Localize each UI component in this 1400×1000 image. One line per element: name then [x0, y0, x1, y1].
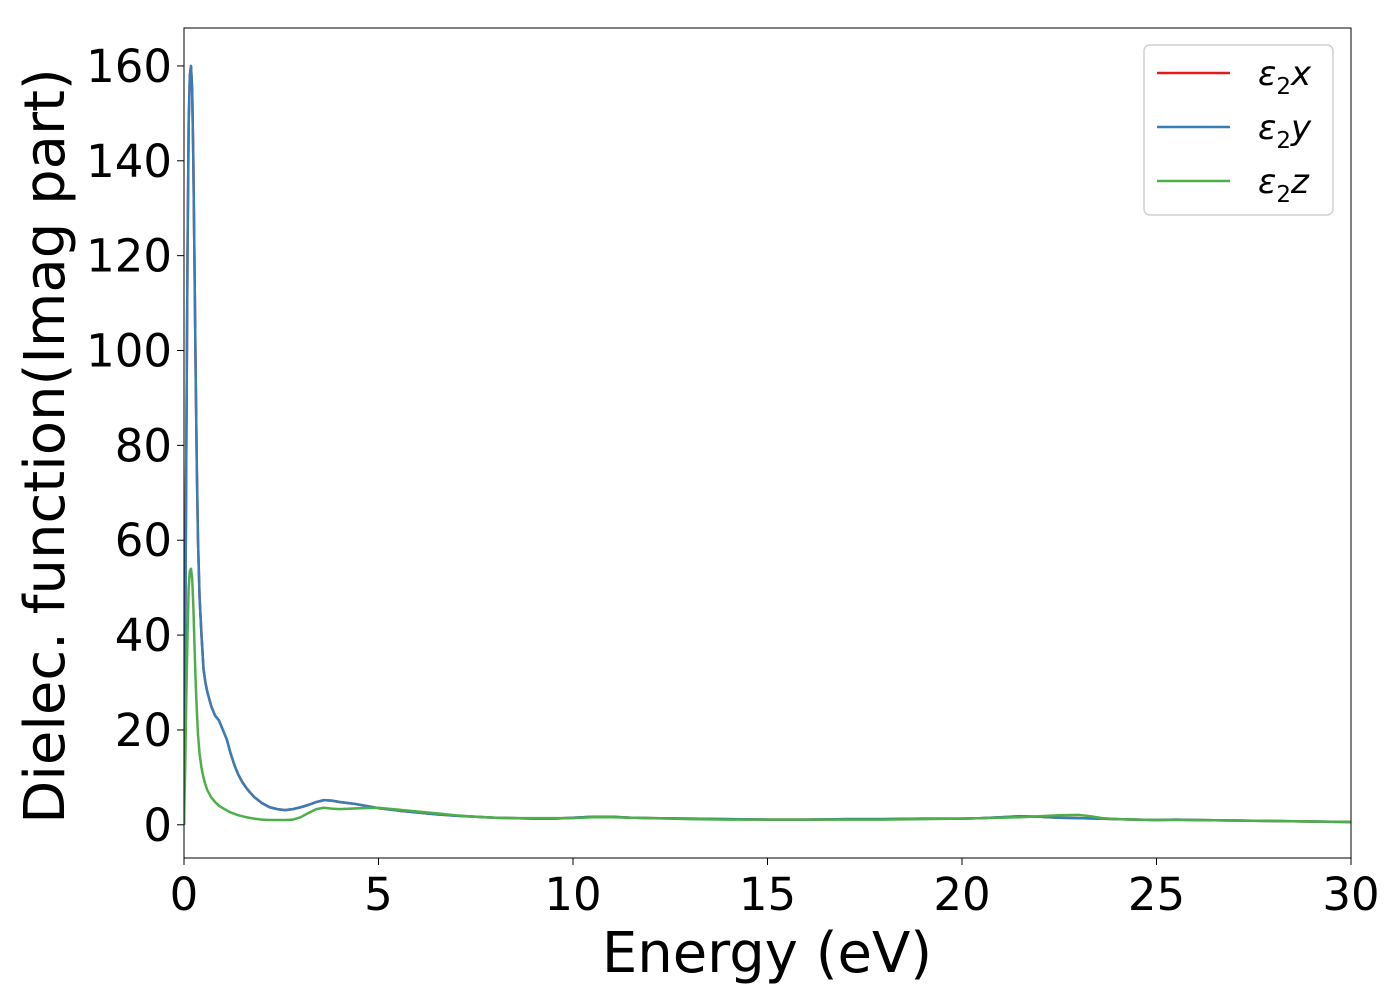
x-tick-label: 5	[364, 868, 393, 921]
series-line-z	[184, 567, 1351, 825]
x-tick-label: 25	[1128, 868, 1185, 921]
y-tick-label: 20	[115, 704, 172, 757]
x-tick-label: 30	[1322, 868, 1379, 921]
legend-box	[1143, 44, 1334, 216]
y-tick-label: 80	[115, 419, 172, 472]
x-tick-label: 20	[933, 868, 990, 921]
y-tick-label: 160	[86, 40, 172, 93]
series-layer	[184, 64, 1351, 825]
legend-label-y: ε2y	[1258, 108, 1312, 154]
legend-label-x: ε2x	[1258, 54, 1312, 100]
x-axis: 0 5 10 15 20 25 30	[170, 858, 1380, 921]
y-axis-label: Dielec. function(Imag part)	[13, 68, 78, 824]
legend-label-z: ε2z	[1258, 162, 1310, 208]
y-axis: 0 20 40 60 80 100 120 140 160	[86, 40, 184, 852]
x-tick-label: 0	[170, 868, 199, 921]
y-tick-label: 100	[86, 325, 172, 378]
x-axis-label: Energy (eV)	[602, 921, 932, 986]
y-tick-label: 40	[115, 609, 172, 662]
y-tick-label: 60	[115, 514, 172, 567]
y-tick-label: 0	[143, 799, 172, 852]
x-tick-label: 10	[544, 868, 601, 921]
legend: ε2x ε2y ε2z	[1143, 44, 1334, 216]
y-tick-label: 120	[86, 230, 172, 283]
x-tick-label: 15	[739, 868, 796, 921]
y-tick-label: 140	[86, 135, 172, 188]
